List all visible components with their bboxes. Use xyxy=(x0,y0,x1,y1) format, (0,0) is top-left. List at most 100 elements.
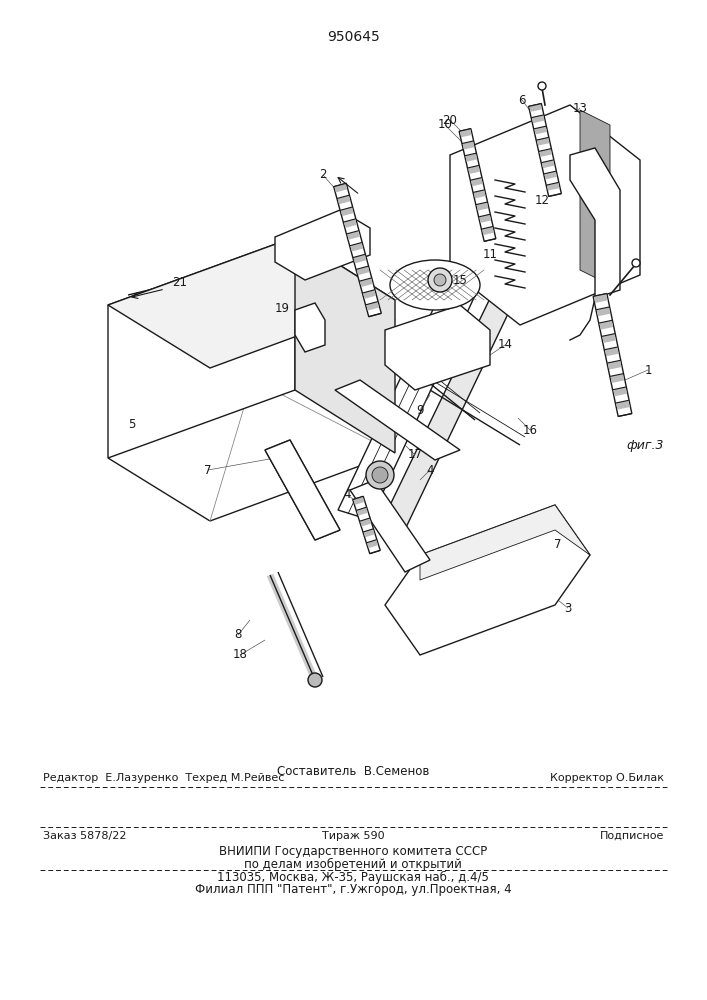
Polygon shape xyxy=(360,518,371,526)
Polygon shape xyxy=(611,374,624,383)
Polygon shape xyxy=(366,302,379,311)
Text: Составитель  В.Семенов: Составитель В.Семенов xyxy=(277,765,429,778)
Polygon shape xyxy=(532,115,544,123)
Polygon shape xyxy=(530,104,542,112)
Text: 1: 1 xyxy=(644,363,652,376)
Polygon shape xyxy=(360,278,373,287)
Polygon shape xyxy=(350,243,363,252)
Polygon shape xyxy=(539,149,552,157)
Text: ВНИИПИ Государственного комитета СССР: ВНИИПИ Государственного комитета СССР xyxy=(219,845,487,858)
Polygon shape xyxy=(616,400,630,410)
Polygon shape xyxy=(350,480,430,572)
Text: 14: 14 xyxy=(498,338,513,352)
Polygon shape xyxy=(580,110,610,285)
Text: 4: 4 xyxy=(344,488,351,502)
Text: 11: 11 xyxy=(482,248,498,261)
Text: 9: 9 xyxy=(416,403,423,416)
Polygon shape xyxy=(108,237,395,368)
Text: фиг.3: фиг.3 xyxy=(626,438,664,452)
Ellipse shape xyxy=(390,260,480,310)
Circle shape xyxy=(366,461,394,489)
Text: Филиал ППП "Патент", г.Ужгород, ул.Проектная, 4: Филиал ППП "Патент", г.Ужгород, ул.Проек… xyxy=(194,883,511,896)
Text: 7: 7 xyxy=(554,538,562,552)
Polygon shape xyxy=(605,347,619,356)
Polygon shape xyxy=(594,294,607,303)
Polygon shape xyxy=(367,540,378,548)
Polygon shape xyxy=(108,237,295,458)
Polygon shape xyxy=(613,387,627,396)
Polygon shape xyxy=(341,207,354,216)
Text: Тираж 590: Тираж 590 xyxy=(322,831,385,841)
Polygon shape xyxy=(344,219,357,228)
Polygon shape xyxy=(593,294,632,416)
Polygon shape xyxy=(356,266,370,275)
Polygon shape xyxy=(353,496,380,554)
Polygon shape xyxy=(450,105,640,325)
Polygon shape xyxy=(337,195,351,204)
Polygon shape xyxy=(420,505,590,580)
Text: 21: 21 xyxy=(173,276,187,290)
Text: 12: 12 xyxy=(534,194,549,207)
Text: 18: 18 xyxy=(233,648,247,662)
Polygon shape xyxy=(608,360,621,370)
Text: 15: 15 xyxy=(452,273,467,286)
Polygon shape xyxy=(534,126,547,134)
Polygon shape xyxy=(542,160,554,168)
Polygon shape xyxy=(547,182,559,191)
Polygon shape xyxy=(385,505,590,655)
Polygon shape xyxy=(537,137,549,146)
Text: 8: 8 xyxy=(234,629,242,642)
Text: 10: 10 xyxy=(438,118,452,131)
Polygon shape xyxy=(335,380,460,460)
Circle shape xyxy=(372,467,388,483)
Text: 16: 16 xyxy=(522,424,537,436)
Polygon shape xyxy=(529,104,561,196)
Polygon shape xyxy=(465,153,477,162)
Polygon shape xyxy=(354,497,364,505)
Polygon shape xyxy=(544,171,557,179)
Text: Заказ 5878/22: Заказ 5878/22 xyxy=(43,831,127,841)
Polygon shape xyxy=(602,334,616,343)
Circle shape xyxy=(428,268,452,292)
Text: 950645: 950645 xyxy=(327,30,380,44)
Polygon shape xyxy=(295,237,395,453)
Circle shape xyxy=(632,259,640,267)
Polygon shape xyxy=(385,305,490,390)
Text: 6: 6 xyxy=(518,94,526,106)
Text: 7: 7 xyxy=(204,464,212,477)
Polygon shape xyxy=(295,303,325,352)
Circle shape xyxy=(308,673,322,687)
Polygon shape xyxy=(265,440,340,540)
Polygon shape xyxy=(462,141,474,150)
Polygon shape xyxy=(471,178,483,186)
Circle shape xyxy=(538,82,546,90)
Text: Редактор  Е.Лазуренко  Техред М.Рейвес: Редактор Е.Лазуренко Техред М.Рейвес xyxy=(43,773,284,783)
Polygon shape xyxy=(354,254,366,263)
Text: 3: 3 xyxy=(564,601,572,614)
Polygon shape xyxy=(477,202,489,211)
Polygon shape xyxy=(459,129,496,241)
Text: 19: 19 xyxy=(274,302,289,314)
Polygon shape xyxy=(334,183,347,192)
Text: 2: 2 xyxy=(320,168,327,182)
Text: 4: 4 xyxy=(426,464,434,477)
Polygon shape xyxy=(468,165,480,174)
Polygon shape xyxy=(597,307,610,316)
Polygon shape xyxy=(600,320,613,330)
Text: 5: 5 xyxy=(128,418,136,432)
Polygon shape xyxy=(460,129,472,137)
Circle shape xyxy=(434,274,446,286)
Polygon shape xyxy=(356,507,368,516)
Text: по делам изобретений и открытий: по делам изобретений и открытий xyxy=(244,858,462,871)
Polygon shape xyxy=(338,168,530,520)
Polygon shape xyxy=(378,195,560,540)
Text: 17: 17 xyxy=(407,448,423,462)
Polygon shape xyxy=(570,148,620,298)
Text: Корректор О.Билак: Корректор О.Билак xyxy=(550,773,664,783)
Text: 13: 13 xyxy=(573,102,588,114)
Polygon shape xyxy=(479,214,491,223)
Polygon shape xyxy=(334,183,381,317)
Polygon shape xyxy=(347,231,360,240)
Polygon shape xyxy=(275,210,370,280)
Text: 113035, Москва, Ж-35, Раушская наб., д.4/5: 113035, Москва, Ж-35, Раушская наб., д.4… xyxy=(217,871,489,884)
